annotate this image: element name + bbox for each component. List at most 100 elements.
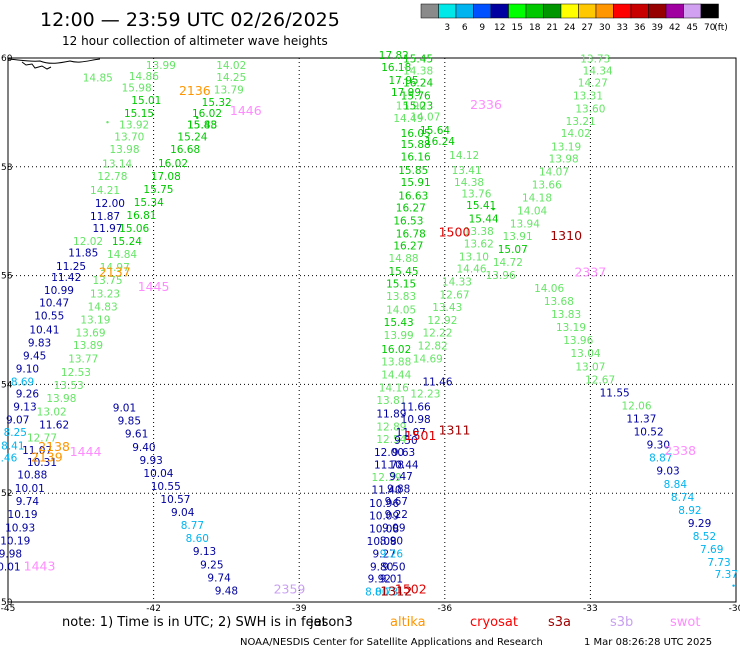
data-label: 10.55 bbox=[34, 311, 64, 323]
data-label: 14.72 bbox=[493, 257, 523, 269]
data-label: 15.34 bbox=[134, 197, 164, 209]
satellite-legend: jason3 altika cryosat s3a s3b swot bbox=[309, 615, 700, 630]
data-label: 15.90 bbox=[396, 101, 426, 113]
data-label: 12.00 bbox=[95, 198, 125, 210]
data-label: 13.60 bbox=[575, 103, 605, 115]
data-label: 11.07 bbox=[396, 427, 426, 439]
data-label: 15.64 bbox=[420, 125, 450, 137]
data-label: 13.62 bbox=[464, 238, 494, 250]
data-label: 10.96 bbox=[369, 498, 399, 510]
footer-timestamp: 1 Mar 08:26:28 UTC 2025 bbox=[584, 637, 712, 648]
data-label: 13.89 bbox=[73, 340, 103, 352]
data-label: 13.98 bbox=[46, 393, 76, 405]
data-label: 9.50 bbox=[382, 561, 405, 573]
data-label: 17.95 bbox=[389, 75, 419, 87]
data-label: 13.07 bbox=[575, 361, 605, 373]
data-label: 9.03 bbox=[656, 466, 679, 478]
legend-units: (ft) bbox=[714, 23, 728, 33]
data-label: 14.49 bbox=[393, 113, 423, 125]
data-label: 9.85 bbox=[118, 416, 141, 428]
data-label: 10.98 bbox=[401, 414, 431, 426]
data-label: 11.89 bbox=[376, 409, 406, 421]
data-label: 11.78 bbox=[374, 460, 404, 472]
data-label: 13.31 bbox=[573, 90, 603, 102]
data-label: 12.67 bbox=[585, 374, 615, 386]
data-label: 10.01 bbox=[15, 483, 45, 495]
legend-label: 33 bbox=[617, 23, 628, 33]
data-label: 9.47 bbox=[389, 471, 412, 483]
track-label: 1444 bbox=[70, 444, 102, 459]
data-label: 13.77 bbox=[68, 354, 98, 366]
legend-swatch bbox=[630, 3, 649, 19]
legend-label: 70 bbox=[704, 23, 716, 33]
data-label: 13.70 bbox=[114, 132, 144, 144]
legend-label: 9 bbox=[479, 23, 485, 33]
legend-label: 18 bbox=[529, 23, 541, 33]
data-label: 17.99 bbox=[391, 87, 421, 99]
page-title: 12:00 — 23:59 UTC 02/26/2025 bbox=[40, 9, 340, 31]
data-label: 10.47 bbox=[39, 298, 69, 310]
footer-note: note: 1) Time is in UTC; 2) SWH is in fe… bbox=[62, 615, 327, 630]
data-label: 7.69 bbox=[700, 544, 723, 556]
data-label: 9.40 bbox=[132, 442, 155, 454]
track-label: 2137 bbox=[99, 265, 131, 280]
data-label: 9.74 bbox=[16, 496, 40, 508]
data-label: 15.32 bbox=[202, 97, 232, 109]
data-point bbox=[732, 584, 735, 587]
data-label: 9.29 bbox=[688, 518, 711, 530]
data-label: 12.77 bbox=[27, 433, 57, 445]
legend-swatch bbox=[455, 3, 474, 19]
data-label: 13.23 bbox=[90, 288, 120, 300]
legend-label: 15 bbox=[512, 23, 523, 33]
data-label: 13.41 bbox=[452, 165, 482, 177]
data-label: 9.01 bbox=[113, 403, 136, 415]
data-label: 15.76 bbox=[401, 90, 431, 102]
data-label: 13.69 bbox=[75, 328, 105, 340]
data-label: 13.43 bbox=[432, 302, 462, 314]
data-label: 10.41 bbox=[29, 324, 59, 336]
data-label: 14.33 bbox=[442, 276, 472, 288]
data-label: 15.41 bbox=[466, 200, 496, 212]
data-label: 16.02 bbox=[381, 344, 411, 356]
legend-swatch bbox=[508, 3, 527, 19]
data-label: 9.09 bbox=[382, 522, 405, 534]
data-label: 13.21 bbox=[566, 116, 596, 128]
track-label: 1445 bbox=[138, 279, 170, 294]
data-label: 13.98 bbox=[549, 153, 579, 165]
legend-label: 39 bbox=[652, 23, 664, 33]
track-label: 2336 bbox=[470, 97, 502, 112]
satellite-name: s3b bbox=[610, 615, 633, 630]
data-label: 16.53 bbox=[393, 215, 423, 227]
legend-label: 6 bbox=[462, 23, 468, 33]
legend-swatch bbox=[648, 3, 667, 19]
data-label: 15.23 bbox=[403, 101, 433, 113]
data-label: 13.68 bbox=[544, 296, 574, 308]
data-label: 16.63 bbox=[398, 190, 428, 202]
data-label: 13.04 bbox=[571, 348, 601, 360]
data-label: 14.05 bbox=[386, 305, 416, 317]
data-label: 13.66 bbox=[532, 180, 562, 192]
data-label: 15.43 bbox=[187, 120, 217, 132]
data-label: 10.08 bbox=[369, 523, 399, 535]
data-label: 13.19 bbox=[80, 314, 110, 326]
data-label: 12.23 bbox=[410, 388, 440, 400]
data-label: 9.26 bbox=[16, 388, 40, 400]
satellite-name: jason3 bbox=[309, 615, 353, 630]
data-label: 9.25 bbox=[200, 559, 223, 571]
data-label: 12.06 bbox=[621, 400, 651, 412]
track-label: 1446 bbox=[230, 103, 262, 118]
data-label: 14.69 bbox=[413, 354, 443, 366]
data-label: 14.21 bbox=[90, 185, 120, 197]
data-label: 10.88 bbox=[17, 470, 47, 482]
data-label: 10.19 bbox=[8, 509, 38, 521]
data-label: 15.15 bbox=[386, 279, 416, 291]
x-tick-label: -42 bbox=[146, 604, 161, 614]
data-label: 12.89 bbox=[376, 422, 406, 434]
legend-swatch bbox=[525, 3, 544, 19]
data-label: 9.93 bbox=[139, 455, 162, 467]
data-label: 10.93 bbox=[5, 522, 35, 534]
data-label: 9.98 bbox=[0, 548, 22, 560]
satellite-name: s3a bbox=[548, 615, 571, 630]
data-label: 9.63 bbox=[392, 447, 415, 459]
data-label: 15.98 bbox=[122, 83, 152, 95]
